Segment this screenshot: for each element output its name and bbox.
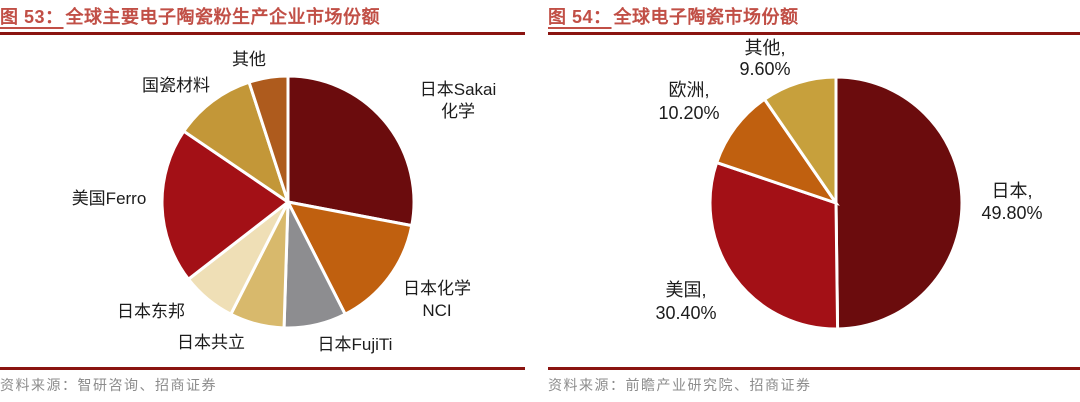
figure-53-panel: 图 53： 全球主要电子陶瓷粉生产企业市场份额 日本Sakai 化学 日本化学 NCI 日… (0, 6, 525, 395)
figure-53-number: 图 53： (0, 7, 64, 27)
pie-slice-0-1 (285, 199, 414, 317)
pie-chart-ceramic-market-share: 日本, 49.80% 美国, 30.40% 欧洲, 10.20% 其他, 9.60% (655, 38, 1043, 331)
figure-53-caption: 全球主要电子陶瓷粉生产企业市场份额 (65, 7, 381, 27)
figure-54-number: 图 54： (548, 7, 612, 27)
slice-label-0-5: 美国Ferro (72, 189, 147, 208)
slice-label-0-0: 日本Sakai 化学 (420, 80, 497, 121)
source-text: 资料来源：前瞻产业研究院、招商证券 (548, 379, 812, 394)
pie-slice-0-7 (247, 74, 290, 203)
figure-54-panel: 图 54： 全球电子陶瓷市场份额 日本, 49.80% 美国, 30.40% 欧洲, 10.… (540, 0, 1080, 402)
slice-label-0-2: 日本FujiTi (318, 335, 393, 354)
pie-slice-0-5 (160, 129, 291, 282)
slice-label-1-0: 日本, 49.80% (981, 181, 1042, 223)
slice-label-1-2: 欧洲, 10.20% (658, 80, 719, 123)
slice-label-1-3: 其他, 9.60% (739, 38, 790, 79)
figure-54-title: 图 54： 全球电子陶瓷市场份额 (548, 6, 1080, 35)
pie-slice-0-0 (286, 74, 416, 228)
slice-label-1-1: 美国, 30.40% (655, 280, 716, 323)
pie-slice-1-2 (714, 97, 840, 206)
figure-53-source: 资料来源：智研咨询、招商证券 (0, 367, 525, 395)
pie-slice-1-0 (834, 75, 964, 331)
pie-slice-1-1 (708, 160, 840, 331)
slice-label-0-3: 日本共立 (177, 333, 245, 352)
slice-label-0-6: 国瓷材料 (142, 76, 210, 95)
slice-label-0-1: 日本化学 NCI (403, 279, 471, 320)
slice-label-0-7: 其他 (232, 50, 266, 69)
figure-54-caption: 全球电子陶瓷市场份额 (613, 7, 799, 27)
slice-label-0-4: 日本东邦 (117, 302, 185, 321)
pie-slice-0-6 (181, 80, 291, 206)
figure-53-title: 图 53： 全球主要电子陶瓷粉生产企业市场份额 (0, 6, 525, 35)
source-text: 资料来源：智研咨询、招商证券 (0, 379, 217, 394)
pie-slice-1-3 (762, 75, 838, 208)
figure-54-source: 资料来源：前瞻产业研究院、招商证券 (548, 367, 1080, 395)
